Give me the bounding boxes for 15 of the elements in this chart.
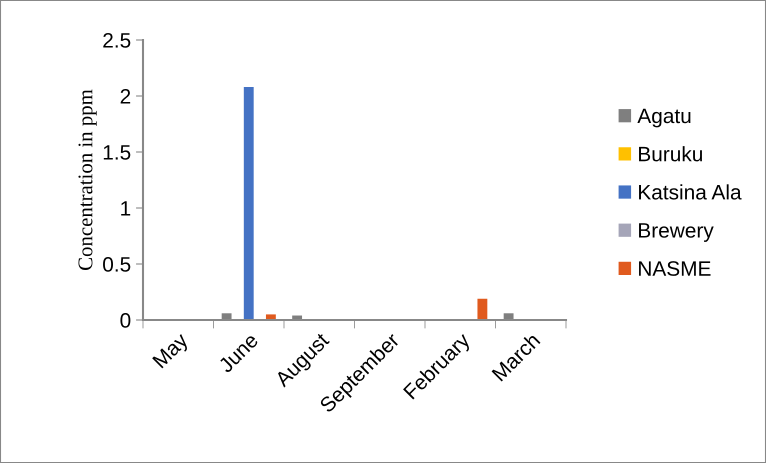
bar xyxy=(244,87,254,320)
legend-label: Buruku xyxy=(639,146,702,162)
legend-label: NASME xyxy=(639,261,711,276)
y-tick-label: 1.5 xyxy=(104,145,130,160)
legend-label: Brewery xyxy=(639,223,714,242)
y-tick-label: 0.5 xyxy=(103,257,130,272)
bar xyxy=(477,298,488,320)
legend-label: Katsina Ala xyxy=(639,184,742,200)
legend-label: Agatu xyxy=(637,108,690,128)
y-tick-label: 1 xyxy=(121,201,130,216)
y-tick-label: 0 xyxy=(120,313,130,328)
y-tick-label: 2.5 xyxy=(103,33,130,48)
y-axis-title: Concentration in ppm xyxy=(78,89,97,270)
y-tick-label: 2 xyxy=(120,89,130,104)
x-tick-label: May xyxy=(152,332,192,372)
